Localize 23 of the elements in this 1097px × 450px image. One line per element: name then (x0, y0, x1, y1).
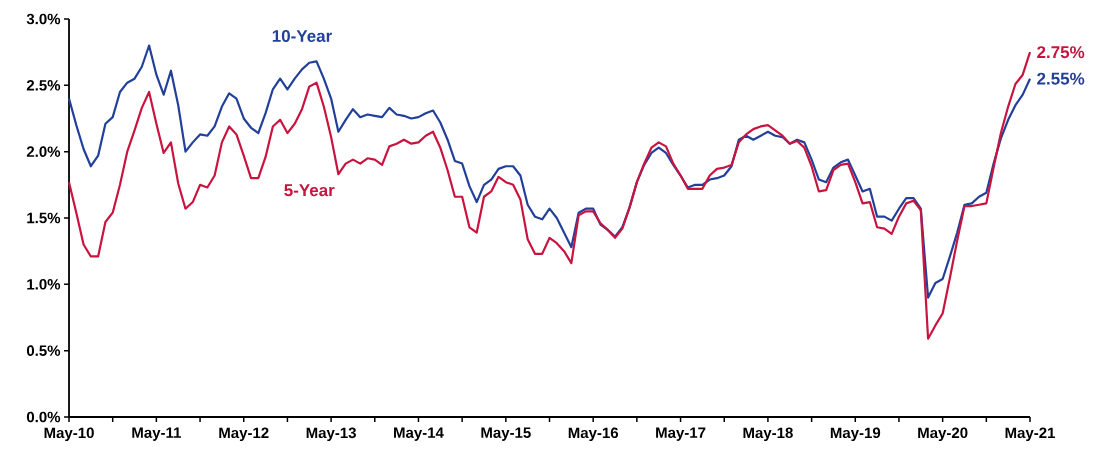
y-tick-label: 1.0% (27, 279, 61, 290)
series-label: 10-Year (272, 29, 332, 43)
y-tick-label: 2.5% (26, 80, 61, 91)
x-tick-label: May-16 (568, 427, 619, 442)
y-tick-label: 1.5% (27, 212, 61, 224)
x-tick-label: May-14 (394, 427, 444, 441)
y-tick-label: 3.0% (26, 13, 61, 25)
x-tick-label: May-18 (743, 427, 793, 442)
y-tick-label: 2.0% (26, 146, 61, 157)
x-tick-label: May-17 (656, 427, 706, 441)
x-tick-label: May-11 (132, 427, 181, 441)
y-tick-label: 0.0% (26, 411, 61, 423)
x-tick-label: May-19 (830, 427, 881, 442)
x-tick-label: May-20 (918, 427, 968, 442)
x-tick-label: May-15 (481, 427, 531, 441)
annotation: 2.55% (1037, 72, 1085, 85)
x-tick-label: May-21 (1005, 427, 1056, 442)
x-tick-label: May-12 (219, 427, 269, 442)
y-tick-label: 0.5% (26, 345, 61, 356)
annotation: 2.75% (1037, 46, 1085, 59)
x-tick-label: May-10 (44, 427, 94, 442)
series-label: 5-Year (284, 184, 335, 197)
x-tick-label: May-13 (306, 427, 356, 442)
